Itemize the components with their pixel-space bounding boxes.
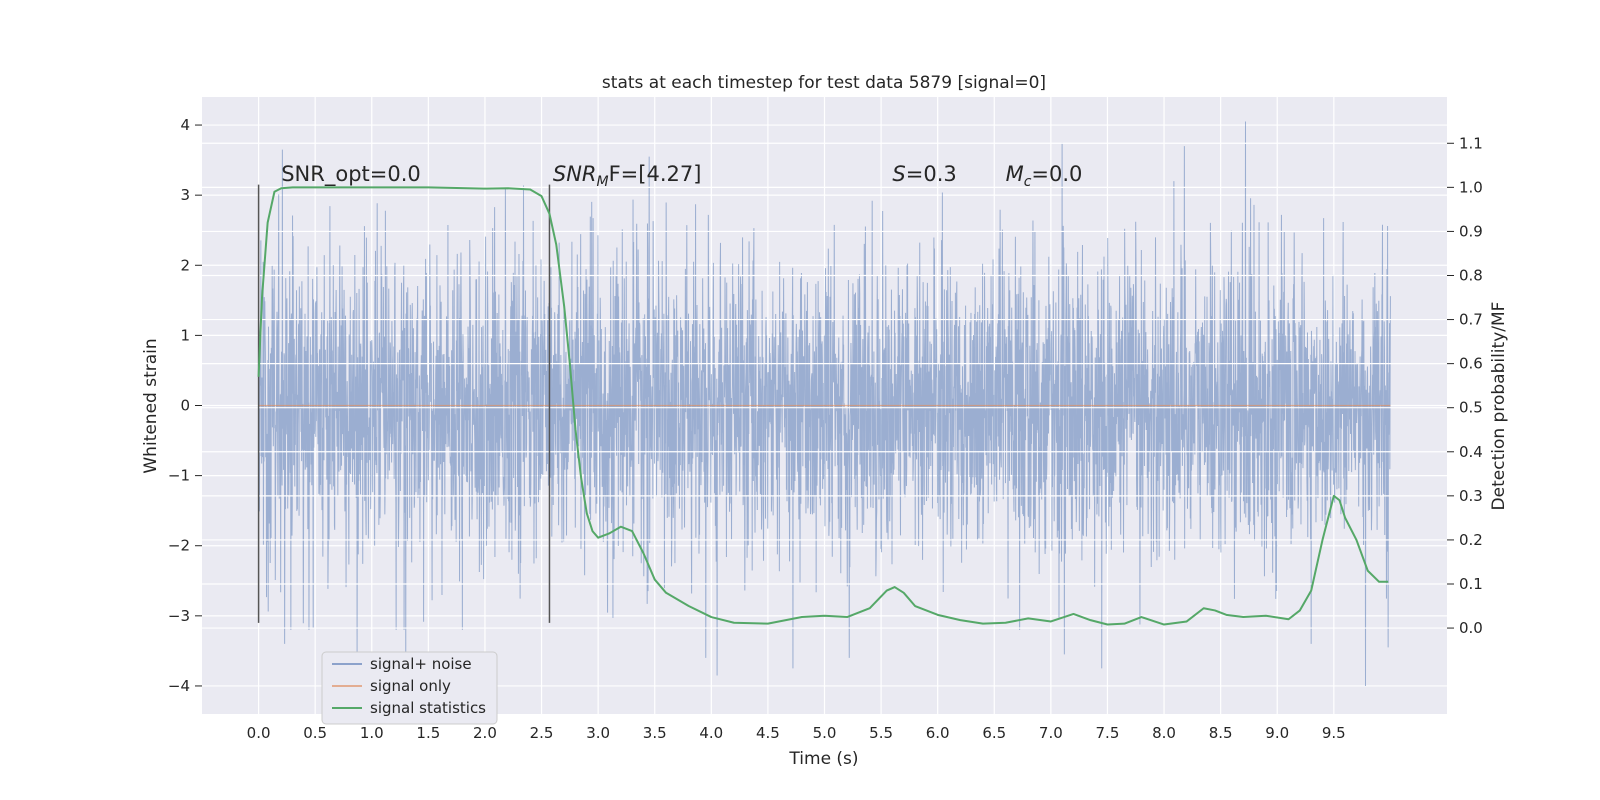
signal-noise-series — [258, 121, 1391, 686]
signal-statistics-series — [257, 186, 1389, 626]
y2-tick-label: 0.6 — [1459, 355, 1483, 373]
y-tick-label: 2 — [180, 256, 190, 274]
x-tick-label: 3.0 — [586, 724, 610, 742]
annotation-snr-opt: SNR_opt=0.0 — [281, 162, 421, 187]
y2-axis-label: Detection probability/MF — [1489, 302, 1509, 511]
legend-label-signal-statistics: signal statistics — [370, 699, 486, 717]
x-tick-label: 6.5 — [982, 724, 1006, 742]
y-tick-label: 0 — [180, 397, 190, 415]
y-axis-ticks: 4 3 2 1 0 −1 −2 −3 −4 — [168, 116, 202, 695]
y-tick-label: 3 — [180, 186, 190, 204]
y-tick-label: 4 — [180, 116, 190, 134]
signal-statistics-line — [257, 186, 1389, 626]
x-tick-label: 2.5 — [530, 724, 554, 742]
x-tick-label: 1.0 — [360, 724, 384, 742]
annotation-snr-mf: SNRMF=[4.27] — [553, 162, 702, 190]
x-tick-label: 7.0 — [1039, 724, 1063, 742]
x-tick-label: 0.5 — [303, 724, 327, 742]
x-tick-label: 0.0 — [247, 724, 271, 742]
legend-label-signal-noise: signal+ noise — [370, 655, 472, 673]
x-tick-label: 1.5 — [416, 724, 440, 742]
annotation-mc-value: Mc=0.0 — [1006, 162, 1083, 190]
y2-tick-label: 0.9 — [1459, 222, 1483, 240]
x-tick-label: 2.0 — [473, 724, 497, 742]
y2-tick-label: 0.4 — [1459, 443, 1483, 461]
y2-tick-label: 0.7 — [1459, 311, 1483, 329]
y2-tick-label: 1.1 — [1459, 134, 1483, 152]
y2-axis-ticks: 1.1 1.0 0.9 0.8 0.7 0.6 0.5 0.4 0.3 0.2 0.1 0.0 — [1447, 134, 1483, 637]
x-tick-label: 5.5 — [869, 724, 893, 742]
y-tick-label: −2 — [168, 537, 190, 555]
x-tick-label: 6.0 — [926, 724, 950, 742]
legend-label-signal-only: signal only — [370, 677, 451, 695]
x-axis-ticks: 0.0 0.5 1.0 1.5 2.0 2.5 3.0 3.5 4.0 4.5 5.0 5.5 6.0 6… — [247, 724, 1346, 742]
y2-tick-label: 0.8 — [1459, 266, 1483, 284]
y2-tick-label: 1.0 — [1459, 178, 1483, 196]
signal-noise-line — [258, 121, 1391, 686]
y-tick-label: −1 — [168, 467, 190, 485]
marker-lines — [257, 184, 551, 623]
x-tick-label: 8.5 — [1209, 724, 1233, 742]
y-tick-label: 1 — [180, 326, 190, 344]
x-tick-label: 9.0 — [1265, 724, 1289, 742]
x-axis-label: Time (s) — [788, 749, 858, 769]
legend-box — [321, 651, 498, 725]
y-tick-label: −4 — [168, 677, 190, 695]
chart-title: stats at each timestep for test data 587… — [602, 73, 1046, 93]
y-tick-label: −3 — [168, 607, 190, 625]
x-tick-label: 7.5 — [1096, 724, 1120, 742]
y2-tick-label: 0.0 — [1459, 619, 1483, 637]
x-tick-label: 3.5 — [643, 724, 667, 742]
legend: signal+ noise signal only signal statist… — [321, 651, 498, 725]
annotations: SNR_opt=0.0 SNRMF=[4.27] S=0.3 Mc=0.0 — [281, 162, 1082, 190]
y2-gridlines — [202, 142, 1447, 629]
x-tick-label: 4.5 — [756, 724, 780, 742]
y-axis-label: Whitened strain — [141, 338, 161, 473]
y2-tick-label: 0.2 — [1459, 531, 1483, 549]
y2-tick-label: 0.3 — [1459, 487, 1483, 505]
y2-tick-label: 0.1 — [1459, 575, 1483, 593]
x-tick-label: 8.0 — [1152, 724, 1176, 742]
x-tick-label: 9.5 — [1322, 724, 1346, 742]
y2-tick-label: 0.5 — [1459, 399, 1483, 417]
x-tick-label: 4.0 — [699, 724, 723, 742]
annotation-s-value: S=0.3 — [892, 162, 956, 186]
x-tick-label: 5.0 — [813, 724, 837, 742]
